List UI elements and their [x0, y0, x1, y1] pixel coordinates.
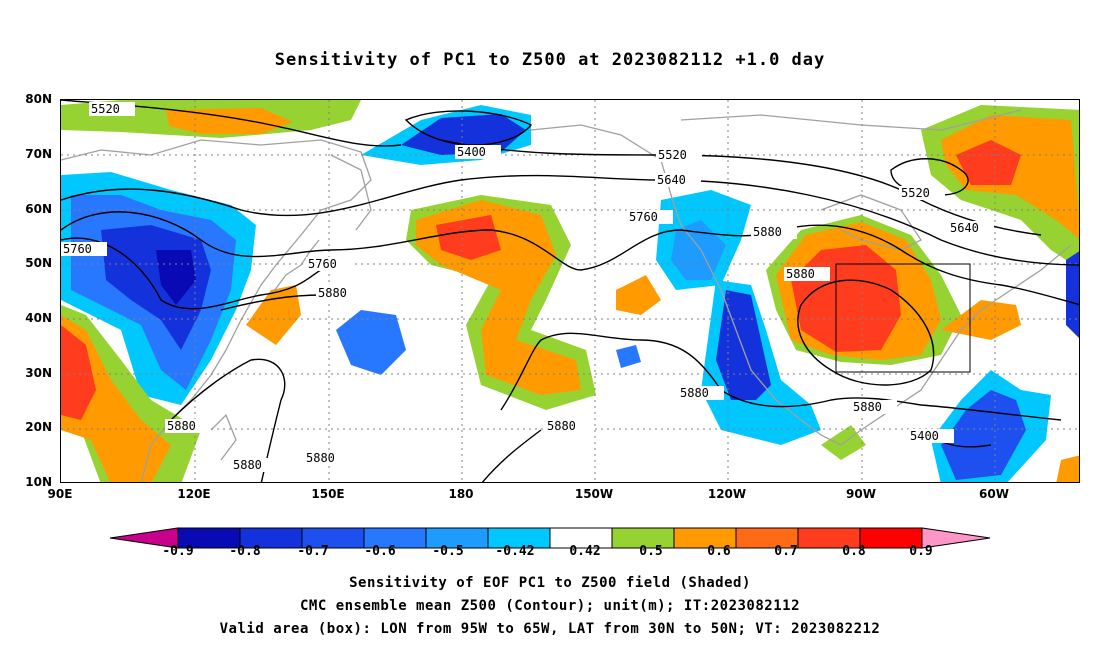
lon-label-120e: 120E [177, 487, 211, 501]
contour-5760-west [61, 211, 1079, 306]
contour-label-layer: 5520 5400 5520 5640 5760 5760 5760 5880 … [61, 102, 994, 472]
shade-red-topright [956, 140, 1021, 185]
lat-label-20n: 20N [25, 420, 52, 434]
lat-label-50n: 50N [25, 256, 52, 270]
contour-5880-low [170, 358, 286, 482]
shade-blue-nepac [671, 220, 726, 280]
contour-label: 5640 [657, 173, 686, 187]
contour-label: 5400 [910, 429, 939, 443]
contour-label: 5880 [547, 419, 576, 433]
contour-5760-south [61, 237, 322, 310]
colorbar-boxes [177, 527, 923, 549]
coastline-hudson [820, 194, 922, 251]
contour-label: 5880 [233, 458, 262, 472]
colorbar-label: -0.9 [162, 544, 194, 559]
contour-label: 5760 [629, 210, 658, 224]
contour-5880-high [797, 279, 935, 386]
lon-label-150e: 150E [311, 487, 345, 501]
z500-contour-layer [61, 100, 1079, 482]
shade-orange-topleft [166, 108, 293, 134]
gridline-layer [61, 100, 1079, 482]
contour-label: 5880 [318, 286, 347, 300]
shade-blue-caribbean [941, 390, 1026, 480]
coastline-asia [61, 139, 372, 482]
lat-label-10n: 10N [25, 475, 52, 489]
contour-5640-mid [61, 174, 1079, 266]
lat-label-60n: 60N [25, 202, 52, 216]
shaded-sensitivity-layer [61, 100, 1079, 482]
colorbar-svg [109, 527, 991, 549]
map-panel: 5520 5400 5520 5640 5760 5760 5760 5880 … [60, 99, 1080, 483]
colorbar-label: 0.8 [842, 544, 866, 559]
contour-label: 5880 [786, 267, 815, 281]
colorbar-label: 0.5 [639, 544, 663, 559]
shade-orange-bottomright [1056, 455, 1079, 482]
colorbar-over-triangle [921, 527, 991, 549]
coastline-japan [270, 239, 320, 296]
lat-label-30n: 30N [25, 366, 52, 380]
lon-label-90e: 90E [47, 487, 73, 501]
shade-red-central [436, 215, 501, 260]
coastline-eastcoast [840, 244, 1072, 446]
contour-label: 5880 [853, 400, 882, 414]
colorbar-label: -0.8 [229, 544, 261, 559]
contour-label: 5880 [167, 419, 196, 433]
colorbar-label: 0.6 [707, 544, 731, 559]
colorbar-label: 0.9 [909, 544, 933, 559]
lat-label-40n: 40N [25, 311, 52, 325]
colorbar-label: -0.42 [495, 544, 535, 559]
lon-label-60w: 60W [979, 487, 1009, 501]
lon-label-180: 180 [448, 487, 474, 501]
colorbar-label: 0.7 [774, 544, 798, 559]
caption-contour: CMC ensemble mean Z500 (Contour); unit(m… [299, 598, 800, 614]
colorbar-label: -0.5 [432, 544, 464, 559]
shade-blue-pacific [336, 310, 406, 375]
coastline-arctic [680, 109, 1022, 131]
contour-label: 5880 [306, 451, 335, 465]
shade-blue-westcoast [716, 290, 771, 400]
lon-label-120w: 120W [707, 487, 747, 501]
contour-label: 5400 [457, 145, 486, 159]
contour-label: 5520 [901, 186, 930, 200]
caption-shaded: Sensitivity of EOF PC1 to Z500 field (Sh… [349, 575, 751, 591]
lat-label-80n: 80N [25, 92, 52, 106]
lat-label-70n: 70N [25, 147, 52, 161]
contour-5520-mid [440, 139, 1042, 236]
map-canvas: 5520 5400 5520 5640 5760 5760 5760 5880 … [61, 100, 1079, 482]
lon-label-90w: 90W [846, 487, 876, 501]
contour-label: 5760 [63, 242, 92, 256]
colorbar-label: -0.6 [364, 544, 396, 559]
shade-blue-north [401, 114, 526, 155]
contour-label: 5760 [308, 257, 337, 271]
contour-label: 5880 [680, 386, 709, 400]
caption-valid-area: Valid area (box): LON from 95W to 65W, L… [219, 621, 881, 637]
colorbar-label: 0.42 [569, 544, 601, 559]
shade-navy-asia [156, 250, 196, 305]
shade-red-leftlow [61, 325, 96, 420]
valid-area-box [835, 263, 971, 373]
colorbar [0, 520, 1100, 550]
coastline-kamchatka [330, 154, 372, 231]
colorbar-label: -0.7 [297, 544, 329, 559]
coastline-westcoast [700, 249, 842, 446]
contour-label: 5520 [91, 102, 120, 116]
contour-label: 5520 [658, 148, 687, 162]
contour-5880-sw [220, 294, 322, 311]
shade-orange-140w [616, 275, 661, 315]
contour-label: 5880 [753, 225, 782, 239]
shade-orange-japan [246, 285, 301, 345]
lon-label-150w: 150W [574, 487, 614, 501]
coastline-philippines [210, 413, 237, 461]
shade-blue-150w [616, 345, 641, 368]
shade-blue-rightedge [1066, 251, 1079, 338]
contour-label: 5640 [950, 221, 979, 235]
figure-title: Sensitivity of PC1 to Z500 at 2023082112… [274, 50, 826, 70]
contour-5880-south-pac [481, 429, 542, 482]
